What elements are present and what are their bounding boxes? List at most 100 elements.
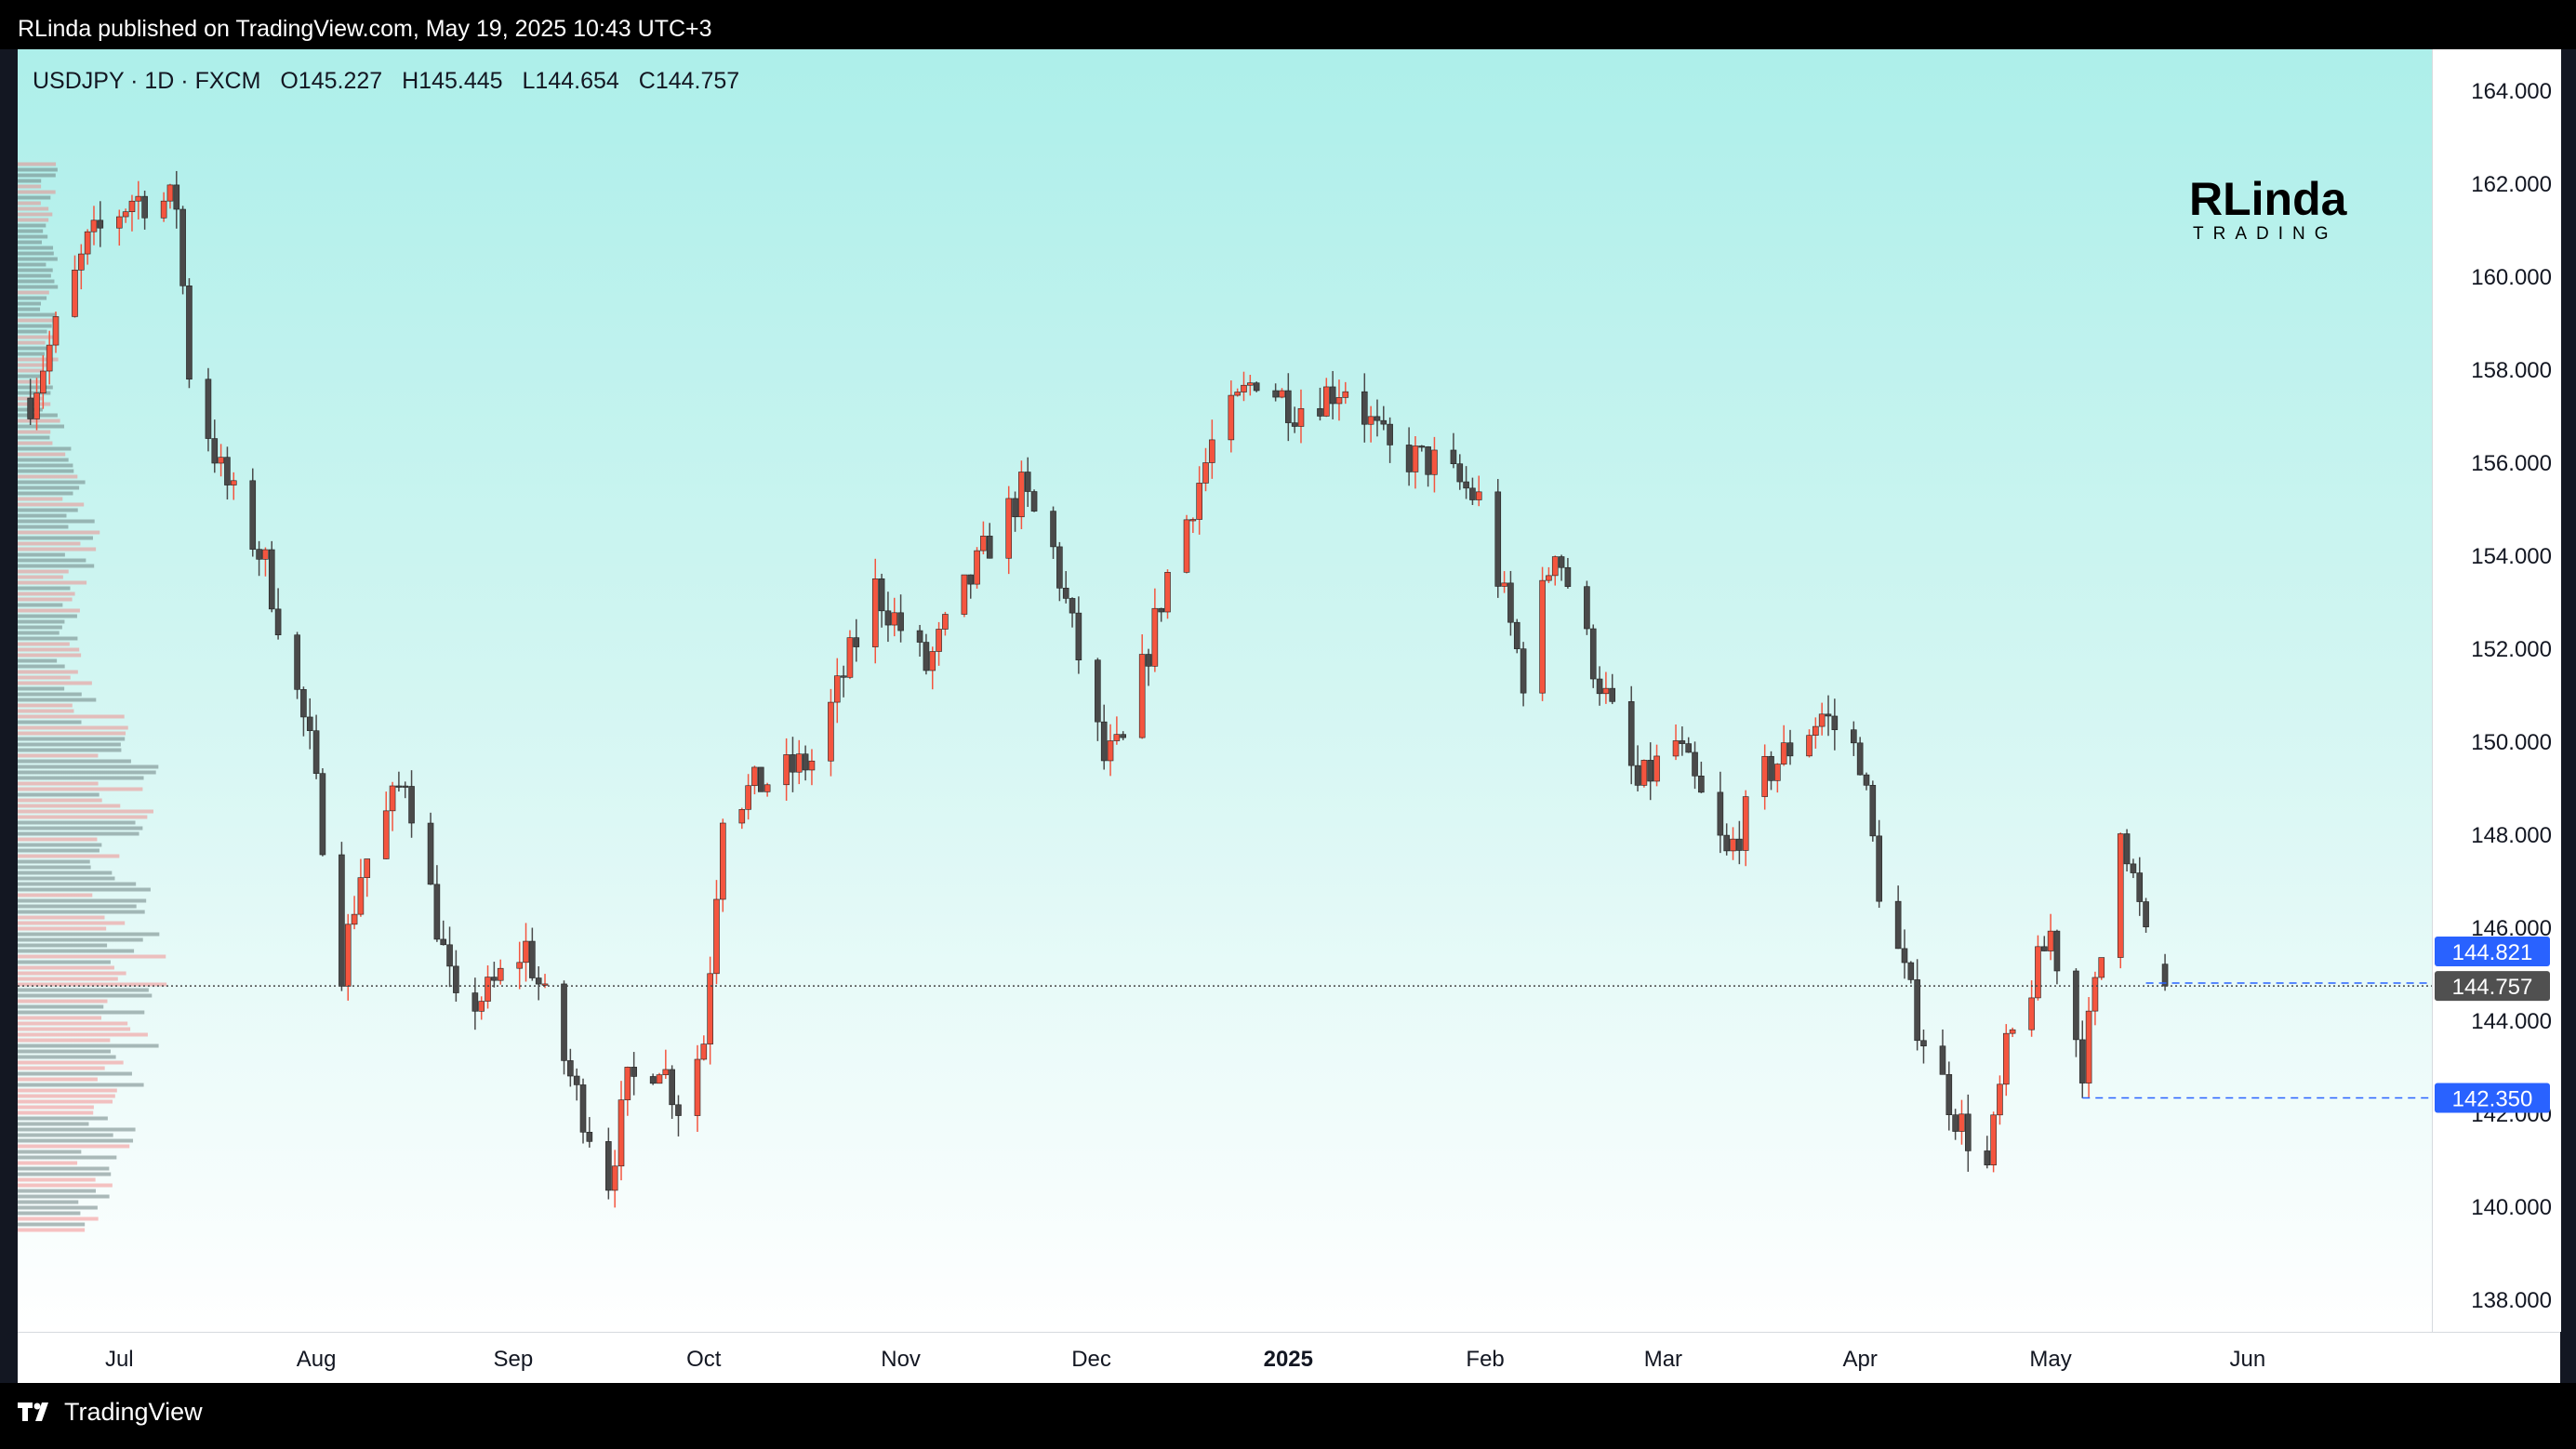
symbol-label[interactable]: USDJPY · 1D · FXCM: [33, 68, 261, 94]
candle-body: [1520, 648, 1527, 694]
candle-body: [1196, 483, 1202, 520]
logo-subtext: TRADING: [2193, 224, 2338, 244]
volume-profile-bar: [18, 837, 98, 842]
volume-profile-bar: [18, 787, 143, 791]
volume-profile-bar: [18, 625, 62, 630]
candle-body: [617, 1099, 625, 1167]
candle-body: [1501, 582, 1507, 587]
volume-profile-bar: [18, 519, 95, 524]
volume-profile-bar: [18, 815, 148, 819]
y-tick-label: 138.000: [2471, 1288, 2552, 1313]
candle-body: [1062, 588, 1069, 599]
volume-profile-bar: [18, 446, 72, 451]
price-axis[interactable]: 138.000 140.000 142.000 144.000 146.000 148.0…: [2432, 49, 2561, 1332]
candle-body: [1907, 962, 1915, 980]
candle-body: [516, 962, 523, 969]
candle-body: [1024, 472, 1031, 492]
candle-body: [1456, 463, 1464, 483]
volume-profile-bar: [18, 915, 105, 920]
tradingview-logo[interactable]: TradingView: [18, 1398, 203, 1427]
candle-body: [1856, 742, 1864, 776]
volume-profile-bar: [18, 530, 100, 535]
candle-body: [446, 944, 453, 967]
candle-body: [1431, 449, 1438, 475]
candle-body: [1405, 445, 1413, 472]
volume-profile-bar: [18, 580, 87, 585]
volume-profile-bar: [18, 893, 93, 897]
candle-body: [1513, 621, 1520, 649]
volume-profile-bar: [18, 709, 74, 713]
volume-profile-bar: [18, 664, 65, 669]
volume-profile-bar: [18, 1172, 112, 1176]
volume-profile-bar: [18, 753, 99, 758]
x-tick-label: Aug: [297, 1347, 337, 1372]
candle-body: [745, 785, 751, 810]
volume-profile-bar: [18, 1155, 117, 1160]
volume-profile-bar: [18, 190, 56, 194]
volume-profile-bar: [18, 340, 46, 345]
volume-profile-bar: [18, 223, 46, 228]
price-badge-text: 142.350: [2452, 1087, 2533, 1112]
candle-body: [853, 637, 860, 647]
candle-body: [1253, 382, 1260, 392]
candle-body: [1317, 407, 1323, 417]
candle-body: [2123, 833, 2131, 865]
candle-body: [541, 983, 549, 986]
candle-body: [1367, 416, 1374, 425]
candle-body: [46, 344, 53, 372]
volume-profile-bar: [18, 552, 65, 557]
volume-profile-bar: [18, 195, 51, 200]
volume-profile-bar: [18, 564, 95, 568]
volume-profile-bar: [18, 921, 126, 925]
candle-body: [967, 574, 975, 585]
volume-profile-bar: [18, 1021, 128, 1026]
volume-profile-bar: [18, 346, 48, 351]
candle-body: [2130, 863, 2137, 873]
volume-profile-bar: [18, 871, 113, 875]
candle-body: [1507, 582, 1514, 623]
candle-body: [1558, 556, 1565, 568]
volume-profile-bar: [18, 1088, 117, 1093]
volume-profile-bar: [18, 301, 42, 306]
volume-profile-bar: [18, 1228, 86, 1232]
candle-body: [783, 754, 790, 786]
candle-body: [738, 809, 746, 824]
candle-body: [700, 1044, 708, 1060]
candle-body: [33, 392, 40, 419]
candle-body: [1005, 498, 1013, 559]
candle-body: [751, 766, 758, 787]
candle-body: [40, 370, 46, 393]
candle-body: [1698, 776, 1705, 793]
symbol-legend[interactable]: USDJPY · 1D · FXCM O145.227 H145.445 L14…: [33, 68, 752, 95]
candle-body: [833, 675, 841, 703]
volume-profile-bar: [18, 1200, 79, 1204]
volume-profile-bar: [18, 982, 167, 987]
price-levels: [18, 982, 2432, 1099]
candle-body: [1228, 394, 1235, 441]
volume-profile-bar: [18, 480, 86, 485]
candle-body: [1012, 498, 1018, 518]
candle-body: [1164, 572, 1171, 613]
candle-body: [605, 1141, 612, 1191]
candle-body: [1609, 687, 1616, 702]
volume-profile-bar: [18, 212, 53, 217]
candle-body: [1361, 391, 1368, 425]
time-axis[interactable]: Jul Aug Sep Oct Nov Dec 2025 Feb Mar Apr May Jun: [18, 1332, 2560, 1384]
candle-body: [1945, 1074, 1953, 1115]
candlestick-chart[interactable]: [18, 49, 2432, 1332]
candle-body: [1450, 449, 1457, 464]
candle-body: [1761, 755, 1768, 797]
candle-body: [1418, 445, 1426, 448]
volume-profile-bar: [18, 1161, 78, 1165]
candle-body: [1463, 481, 1469, 489]
volume-profile-bar: [18, 658, 58, 663]
candle-body: [339, 854, 345, 987]
plot-area[interactable]: USDJPY · 1D · FXCM O145.227 H145.445 L14…: [18, 49, 2432, 1332]
candle-body: [1018, 472, 1025, 518]
chart-frame[interactable]: USDJPY · 1D · FXCM O145.227 H145.445 L14…: [18, 49, 2561, 1384]
candle-body: [357, 877, 365, 915]
candle-body: [1335, 397, 1343, 405]
candle-body: [78, 253, 85, 271]
volume-profile-bar: [18, 1016, 102, 1020]
candle-body: [1107, 740, 1114, 762]
